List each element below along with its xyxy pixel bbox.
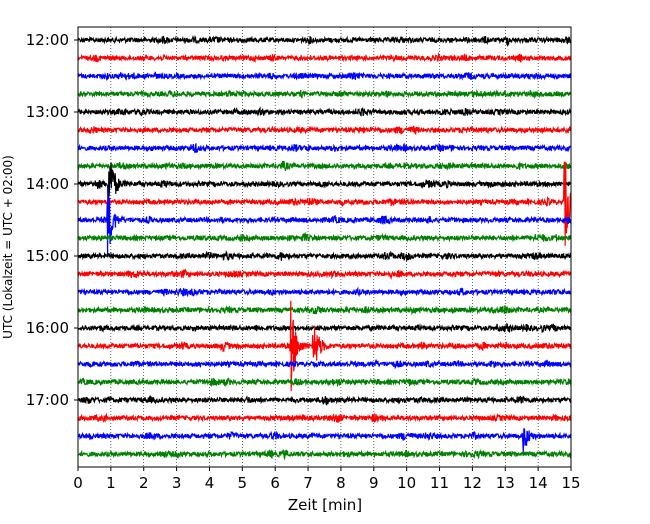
- y-axis-ticks: 12:00 13:00 14:00 15:00 16:00 17:00: [26, 31, 78, 409]
- y-tick-label: 12:00: [26, 31, 69, 49]
- trace-line-1230: [78, 71, 571, 82]
- x-tick-label: 2: [139, 474, 149, 492]
- trace-line-1430: [78, 184, 571, 257]
- x-tick-label: 13: [496, 474, 515, 492]
- gridlines: [110, 27, 539, 467]
- trace-line-1700: [78, 395, 571, 406]
- trace-line-1245: [78, 89, 571, 99]
- trace-line-1300: [78, 106, 571, 117]
- x-tick-label: 6: [270, 474, 280, 492]
- y-tick-label: 17:00: [26, 391, 69, 409]
- trace-group: [78, 35, 571, 461]
- y-axis-label: UTC (Lokalzeit = UTC + 02:00): [1, 155, 15, 339]
- trace-line-1400: [78, 162, 571, 212]
- y-tick-label: 14:00: [26, 175, 69, 193]
- trace-line-1345: [78, 160, 571, 171]
- x-tick-label: 5: [238, 474, 248, 492]
- trace-line-1715: [78, 412, 571, 424]
- x-tick-label: 12: [463, 474, 482, 492]
- trace-line-1600: [78, 322, 571, 334]
- trace-line-1215: [78, 51, 571, 64]
- x-tick-label: 4: [205, 474, 215, 492]
- trace-line-1515: [78, 268, 571, 280]
- x-tick-label: 3: [172, 474, 182, 492]
- trace-line-1730: [78, 427, 571, 452]
- trace-line-1200: [78, 35, 571, 47]
- trace-line-1330: [78, 142, 571, 154]
- trace-line-1745: [78, 448, 571, 461]
- trace-line-1415: [78, 161, 571, 246]
- y-tick-label: 13:00: [26, 103, 69, 121]
- trace-line-1530: [78, 286, 571, 298]
- trace-line-1630: [78, 358, 571, 370]
- x-tick-label: 10: [397, 474, 416, 492]
- y-tick-label: 16:00: [26, 319, 69, 337]
- x-axis-label: Zeit [min]: [288, 496, 362, 514]
- trace-line-1615: [78, 300, 571, 392]
- x-tick-label: 0: [73, 474, 83, 492]
- plot-frame: [77, 26, 572, 468]
- x-tick-label: 9: [369, 474, 379, 492]
- trace-line-1500: [78, 250, 571, 262]
- trace-line-1315: [78, 125, 571, 136]
- y-tick-label: 15:00: [26, 247, 69, 265]
- x-tick-label: 15: [561, 474, 580, 492]
- x-tick-label: 14: [529, 474, 548, 492]
- trace-line-1445: [78, 231, 571, 243]
- x-axis-ticks: 0 1 2 3 4 5 6 7 8 9 10 11 12 13 14 15: [73, 467, 581, 492]
- x-tick-label: 8: [336, 474, 346, 492]
- x-tick-label: 11: [430, 474, 449, 492]
- trace-line-1545: [78, 304, 571, 316]
- x-tick-label: 1: [106, 474, 116, 492]
- x-tick-label: 7: [303, 474, 313, 492]
- trace-line-1645: [78, 376, 571, 388]
